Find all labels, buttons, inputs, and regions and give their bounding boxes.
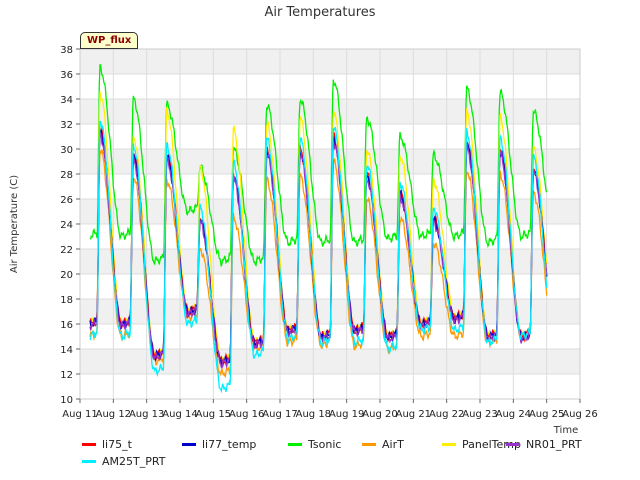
legend-swatch bbox=[506, 442, 520, 446]
y-tick-label: 16 bbox=[60, 320, 73, 331]
legend-label: li75_t bbox=[102, 437, 132, 451]
y-tick-label: 20 bbox=[60, 270, 73, 281]
y-tick-label: 22 bbox=[60, 245, 73, 256]
grid-band bbox=[80, 99, 580, 124]
y-tick-label: 10 bbox=[60, 395, 73, 406]
station-badge: WP_flux bbox=[80, 32, 139, 49]
legend-swatch bbox=[82, 442, 96, 446]
y-tick-label: 36 bbox=[60, 70, 73, 81]
legend-swatch bbox=[82, 459, 96, 463]
x-tick-label: Aug 17 bbox=[262, 409, 297, 420]
y-tick-label: 14 bbox=[60, 345, 73, 356]
legend-label: NR01_PRT bbox=[526, 437, 582, 451]
legend-item-nr01-prt: NR01_PRT bbox=[506, 436, 582, 452]
y-tick-label: 26 bbox=[60, 195, 73, 206]
x-tick-label: Aug 14 bbox=[162, 409, 197, 420]
x-axis-label: Time bbox=[553, 425, 578, 436]
x-tick-label: Aug 12 bbox=[96, 409, 131, 420]
legend-item-am25t-prt: AM25T_PRT bbox=[82, 453, 165, 469]
x-tick-label: Aug 22 bbox=[429, 409, 464, 420]
x-tick-label: Aug 11 bbox=[62, 409, 97, 420]
grid-band bbox=[80, 49, 580, 74]
legend-label: AM25T_PRT bbox=[102, 454, 166, 468]
y-tick-label: 18 bbox=[60, 295, 73, 306]
x-tick-label: Aug 25 bbox=[529, 409, 564, 420]
x-tick-label: Aug 20 bbox=[362, 409, 397, 420]
x-tick-label: Aug 15 bbox=[196, 409, 231, 420]
y-tick-label: 12 bbox=[60, 370, 73, 381]
y-tick-label: 30 bbox=[60, 145, 73, 156]
series-layer bbox=[89, 63, 548, 394]
legend-swatch bbox=[362, 442, 376, 446]
x-tick-label: Aug 19 bbox=[329, 409, 364, 420]
y-axis-label: Air Temperature (C) bbox=[9, 175, 20, 273]
legend-item-li77-temp: li77_temp bbox=[182, 436, 256, 452]
y-tick-label: 38 bbox=[60, 45, 73, 56]
legend-item-tsonic: Tsonic bbox=[288, 436, 341, 452]
legend-swatch bbox=[442, 442, 456, 446]
y-axis: 10 12 14 16 18 20 22 24 26 28 30 32 34 36 38 bbox=[60, 45, 80, 406]
x-tick-label: Aug 21 bbox=[396, 409, 431, 420]
legend-item-li75-t: li75_t bbox=[82, 436, 132, 452]
grid-band bbox=[80, 274, 580, 299]
x-tick-label: Aug 26 bbox=[562, 409, 597, 420]
legend-label: AirT bbox=[382, 437, 404, 451]
chart-title: Air Temperatures bbox=[264, 5, 375, 20]
grid-band bbox=[80, 74, 580, 99]
series-line-am25t-prt bbox=[89, 120, 548, 394]
x-tick-label: Aug 24 bbox=[496, 409, 531, 420]
y-tick-label: 28 bbox=[60, 170, 73, 181]
grid-band bbox=[80, 149, 580, 174]
y-tick-label: 32 bbox=[60, 120, 73, 131]
grid-band bbox=[80, 199, 580, 224]
y-tick-label: 34 bbox=[60, 95, 73, 106]
x-tick-label: Aug 23 bbox=[462, 409, 497, 420]
legend-swatch bbox=[182, 442, 196, 446]
legend-label: PanelTemp bbox=[462, 437, 521, 451]
legend-item-paneltemp: PanelTemp bbox=[442, 436, 521, 452]
x-tick-label: Aug 18 bbox=[296, 409, 331, 420]
legend-item-airt: AirT bbox=[362, 436, 404, 452]
y-tick-label: 24 bbox=[60, 220, 73, 231]
plot-background bbox=[80, 49, 580, 399]
x-tick-label: Aug 13 bbox=[129, 409, 164, 420]
legend-label: Tsonic bbox=[308, 437, 342, 451]
legend-label: li77_temp bbox=[202, 437, 257, 451]
x-tick-label: Aug 16 bbox=[229, 409, 264, 420]
grid-band bbox=[80, 374, 580, 399]
grid-band bbox=[80, 124, 580, 149]
legend-swatch bbox=[288, 442, 302, 446]
grid-band bbox=[80, 174, 580, 199]
